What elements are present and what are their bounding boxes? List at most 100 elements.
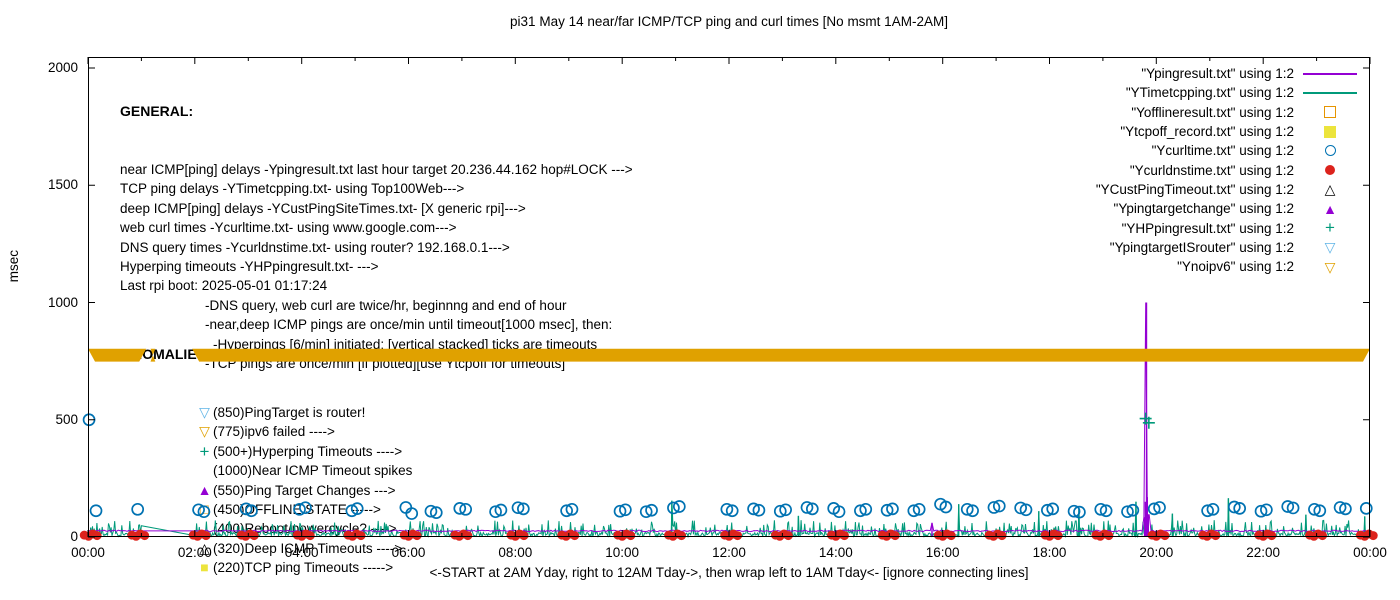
legend-item: "YTimetcpping.txt" using 1:2: [1096, 83, 1366, 102]
marker-filled-circle: [1091, 530, 1101, 540]
anomaly-text: (1000)Near ICMP Timeout spikes: [213, 463, 413, 479]
marker-filled-circle: [668, 531, 678, 541]
marker-filled-circle: [1045, 531, 1054, 541]
anomaly-line: + (500+)Hyperping Timeouts ---->: [122, 442, 412, 461]
marker-open-circle: [934, 497, 947, 511]
marker-open-circle: [645, 503, 658, 517]
marker-filled-circle: [626, 531, 636, 541]
marker-open-circle: [1281, 500, 1295, 513]
marker-open-circle: [1014, 501, 1028, 515]
legend-item-label: "YHPpingresult.txt" using 1:2: [1121, 220, 1294, 236]
anomaly-text: (500+)Hyperping Timeouts ---->: [213, 443, 403, 459]
marker-open-circle: [1094, 502, 1108, 516]
marker-filled-circle: [933, 530, 943, 540]
x-tick-label: 12:00: [712, 545, 746, 560]
marker-filled-circle: [1156, 529, 1166, 539]
marker-open-circle: [1313, 504, 1327, 518]
marker-filled-circle: [1104, 531, 1114, 541]
legend-item: "YCustPingTimeout.txt" using 1:2 △: [1096, 180, 1366, 199]
legend-item: "Yofflineresult.txt" using 1:2: [1096, 103, 1366, 122]
marker-filled-circle: [515, 529, 525, 539]
general-line: deep ICMP[ping] delays -YCustPingSiteTim…: [120, 200, 526, 216]
chart-title: pi31 May 14 near/far ICMP/TCP ping and c…: [510, 14, 948, 29]
marker-open-circle: [725, 504, 739, 518]
anomaly-text: (550)Ping Target Changes --->: [213, 482, 396, 498]
marker-filled-circle: [1368, 531, 1378, 541]
anomaly-marker-icon: □: [200, 501, 209, 518]
marker-open-circle: [1019, 503, 1033, 517]
marker-open-circle: [489, 505, 502, 519]
x-tick-label: 00:00: [71, 545, 105, 560]
marker-open-circle: [1254, 504, 1268, 518]
anomaly-line: □ (450)OFFLINE STATE ----->: [122, 500, 412, 519]
marker-filled-circle: [459, 529, 469, 539]
marker-open-circle: [494, 503, 508, 517]
marker-filled-circle: [946, 531, 956, 541]
marker-open-circle: [613, 504, 627, 518]
marker-filled-circle: [676, 531, 686, 541]
anomaly-marker-icon: +: [199, 441, 210, 461]
marker-filled-circle: [1262, 529, 1272, 539]
marker-open-circle: [1227, 500, 1241, 514]
marker-open-circle: [1308, 502, 1321, 516]
general-line: near ICMP[ping] delays -Ypingresult.txt …: [120, 162, 633, 178]
y-tick-label: 500: [55, 411, 78, 427]
legend-item: "Ypingtargetchange" using 1:2 ▲: [1096, 199, 1366, 218]
marker-filled-circle: [1202, 531, 1212, 541]
marker-filled-circle: [506, 530, 516, 540]
marker-filled-circle: [1206, 529, 1216, 539]
legend-item-label: "Ypingtargetchange" using 1:2: [1113, 201, 1294, 217]
marker-filled-circle: [450, 530, 460, 540]
legend-item-label: "Yofflineresult.txt" using 1:2: [1131, 104, 1294, 120]
legend-item: "Ycurltime.txt" using 1:2: [1096, 141, 1366, 160]
marker-filled-circle: [565, 529, 575, 539]
marker-filled-circle: [1151, 531, 1161, 541]
general-line: Hyperping timeouts -YHPpingresult.txt- -…: [120, 259, 379, 275]
legend-item-label: "Ynoipv6" using 1:2: [1177, 259, 1294, 275]
legend: "Ypingresult.txt" using 1:2 "YTimetcpping…: [1096, 64, 1366, 276]
anomalies-annotation-block: ANOMALIES: ▽ (850)PingTarget is router! ▽(…: [122, 306, 412, 578]
legend-sample-open-triangle-icon: △: [1324, 181, 1336, 198]
marker-filled-circle: [1049, 529, 1059, 539]
marker-filled-circle: [672, 529, 682, 539]
anomaly-marker-icon: ▽: [199, 404, 210, 421]
marker-open-circle: [1073, 505, 1086, 519]
marker-filled-circle: [463, 531, 473, 541]
anomaly-text: (850)PingTarget is router!: [213, 405, 366, 421]
marker-open-circle: [672, 500, 686, 513]
y-tick-label: 0: [70, 529, 78, 544]
marker-filled-circle: [779, 529, 789, 539]
marker-filled-circle: [775, 531, 785, 541]
marker-open-circle: [907, 504, 921, 518]
marker-open-circle: [805, 502, 819, 516]
marker-filled-circle: [1198, 530, 1208, 540]
legend-sample-open-square-icon: [1294, 106, 1366, 119]
marker-filled-circle: [724, 531, 734, 541]
marker-open-circle: [752, 503, 766, 517]
marker-open-circle: [880, 503, 894, 517]
legend-item-label: "YTimetcpping.txt" using 1:2: [1125, 85, 1294, 101]
marker-filled-circle: [827, 530, 837, 540]
general-heading: GENERAL:: [120, 102, 194, 119]
y-tick-label: 1500: [47, 177, 78, 193]
marker-filled-circle: [1147, 530, 1157, 540]
general-line: Last rpi boot: 2025-05-01 01:17:24: [120, 278, 328, 294]
legend-item-label: "Ytcpoff_record.txt" using 1:2: [1120, 124, 1294, 140]
marker-open-circle: [1201, 504, 1214, 518]
general-line: web curl times -Ycurltime.txt- using www…: [120, 220, 457, 236]
marker-filled-circle: [728, 529, 738, 539]
marker-filled-circle: [1095, 531, 1105, 541]
marker-plus: [1139, 412, 1152, 425]
anomaly-line: △ (320)Deep ICMP Timeouts ---->: [122, 539, 412, 558]
marker-filled-circle: [1305, 530, 1315, 540]
legend-item: "YHPpingresult.txt" using 1:2 +: [1096, 218, 1366, 237]
marker-open-circle: [1286, 501, 1300, 515]
x-tick-label: 06:00: [391, 545, 426, 560]
legend-sample-line-icon: [1294, 72, 1366, 75]
marker-filled-circle: [613, 530, 623, 540]
marker-open-circle: [453, 502, 467, 515]
marker-open-circle: [1121, 505, 1134, 519]
anomaly-marker-icon: △: [199, 539, 210, 556]
marker-filled-circle: [1355, 530, 1365, 540]
marker-open-circle: [1333, 501, 1347, 514]
